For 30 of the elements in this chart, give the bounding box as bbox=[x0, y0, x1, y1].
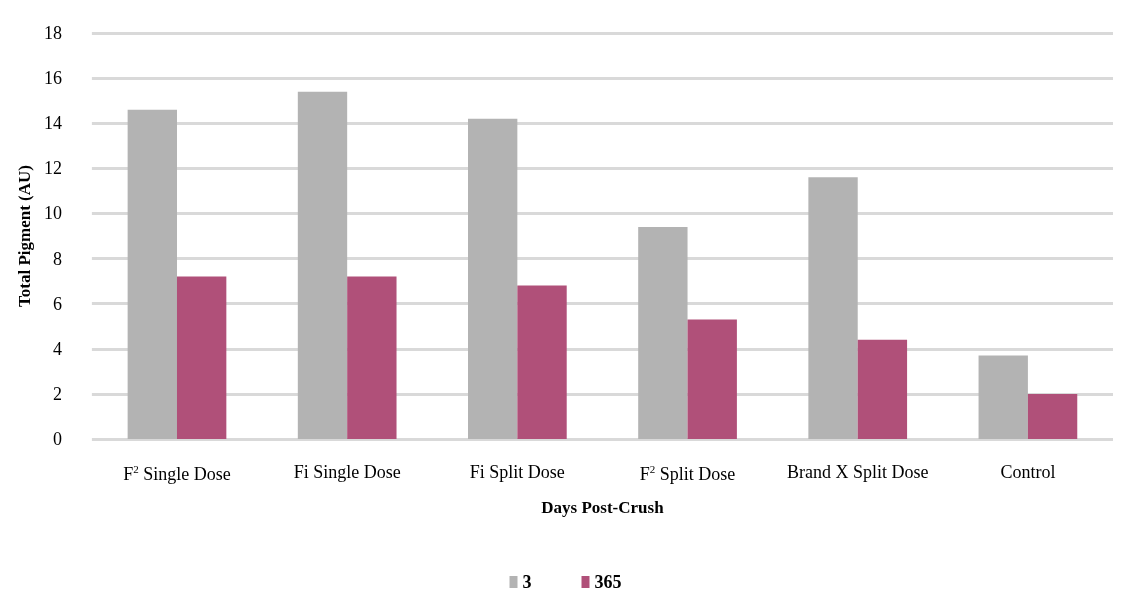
bar bbox=[978, 355, 1028, 439]
legend-label: 365 bbox=[594, 572, 622, 592]
y-tick-label: 6 bbox=[52, 293, 62, 314]
y-tick-label: 0 bbox=[52, 429, 62, 449]
bar bbox=[468, 118, 518, 439]
bar bbox=[687, 319, 737, 439]
y-tick-label: 18 bbox=[43, 23, 62, 43]
bar bbox=[1027, 393, 1078, 439]
y-tick-label: 10 bbox=[43, 203, 62, 224]
y-tick-label: 2 bbox=[52, 383, 62, 404]
bar bbox=[808, 177, 858, 439]
x-tick-label: Fi Single Dose bbox=[293, 462, 401, 482]
y-axis-title: Total Pigment (AU) bbox=[15, 165, 34, 307]
bar bbox=[638, 226, 688, 439]
x-tick-label: Brand X Split Dose bbox=[786, 462, 929, 482]
bar bbox=[176, 276, 227, 439]
legend-label: 3 bbox=[522, 572, 532, 592]
y-tick-label: 14 bbox=[43, 113, 62, 134]
y-tick-label: 16 bbox=[43, 68, 62, 89]
y-tick-label: 8 bbox=[52, 248, 62, 269]
bar bbox=[347, 276, 397, 439]
bar bbox=[297, 91, 348, 439]
y-tick-label: 12 bbox=[43, 158, 62, 179]
bar bbox=[857, 339, 908, 439]
x-tick-label: Fi Split Dose bbox=[469, 462, 565, 482]
bar bbox=[127, 109, 177, 439]
x-tick-label: Control bbox=[1000, 462, 1056, 482]
y-tick-label: 4 bbox=[52, 338, 62, 359]
x-axis-title: Days Post-Crush bbox=[541, 498, 665, 517]
bar bbox=[517, 285, 567, 439]
